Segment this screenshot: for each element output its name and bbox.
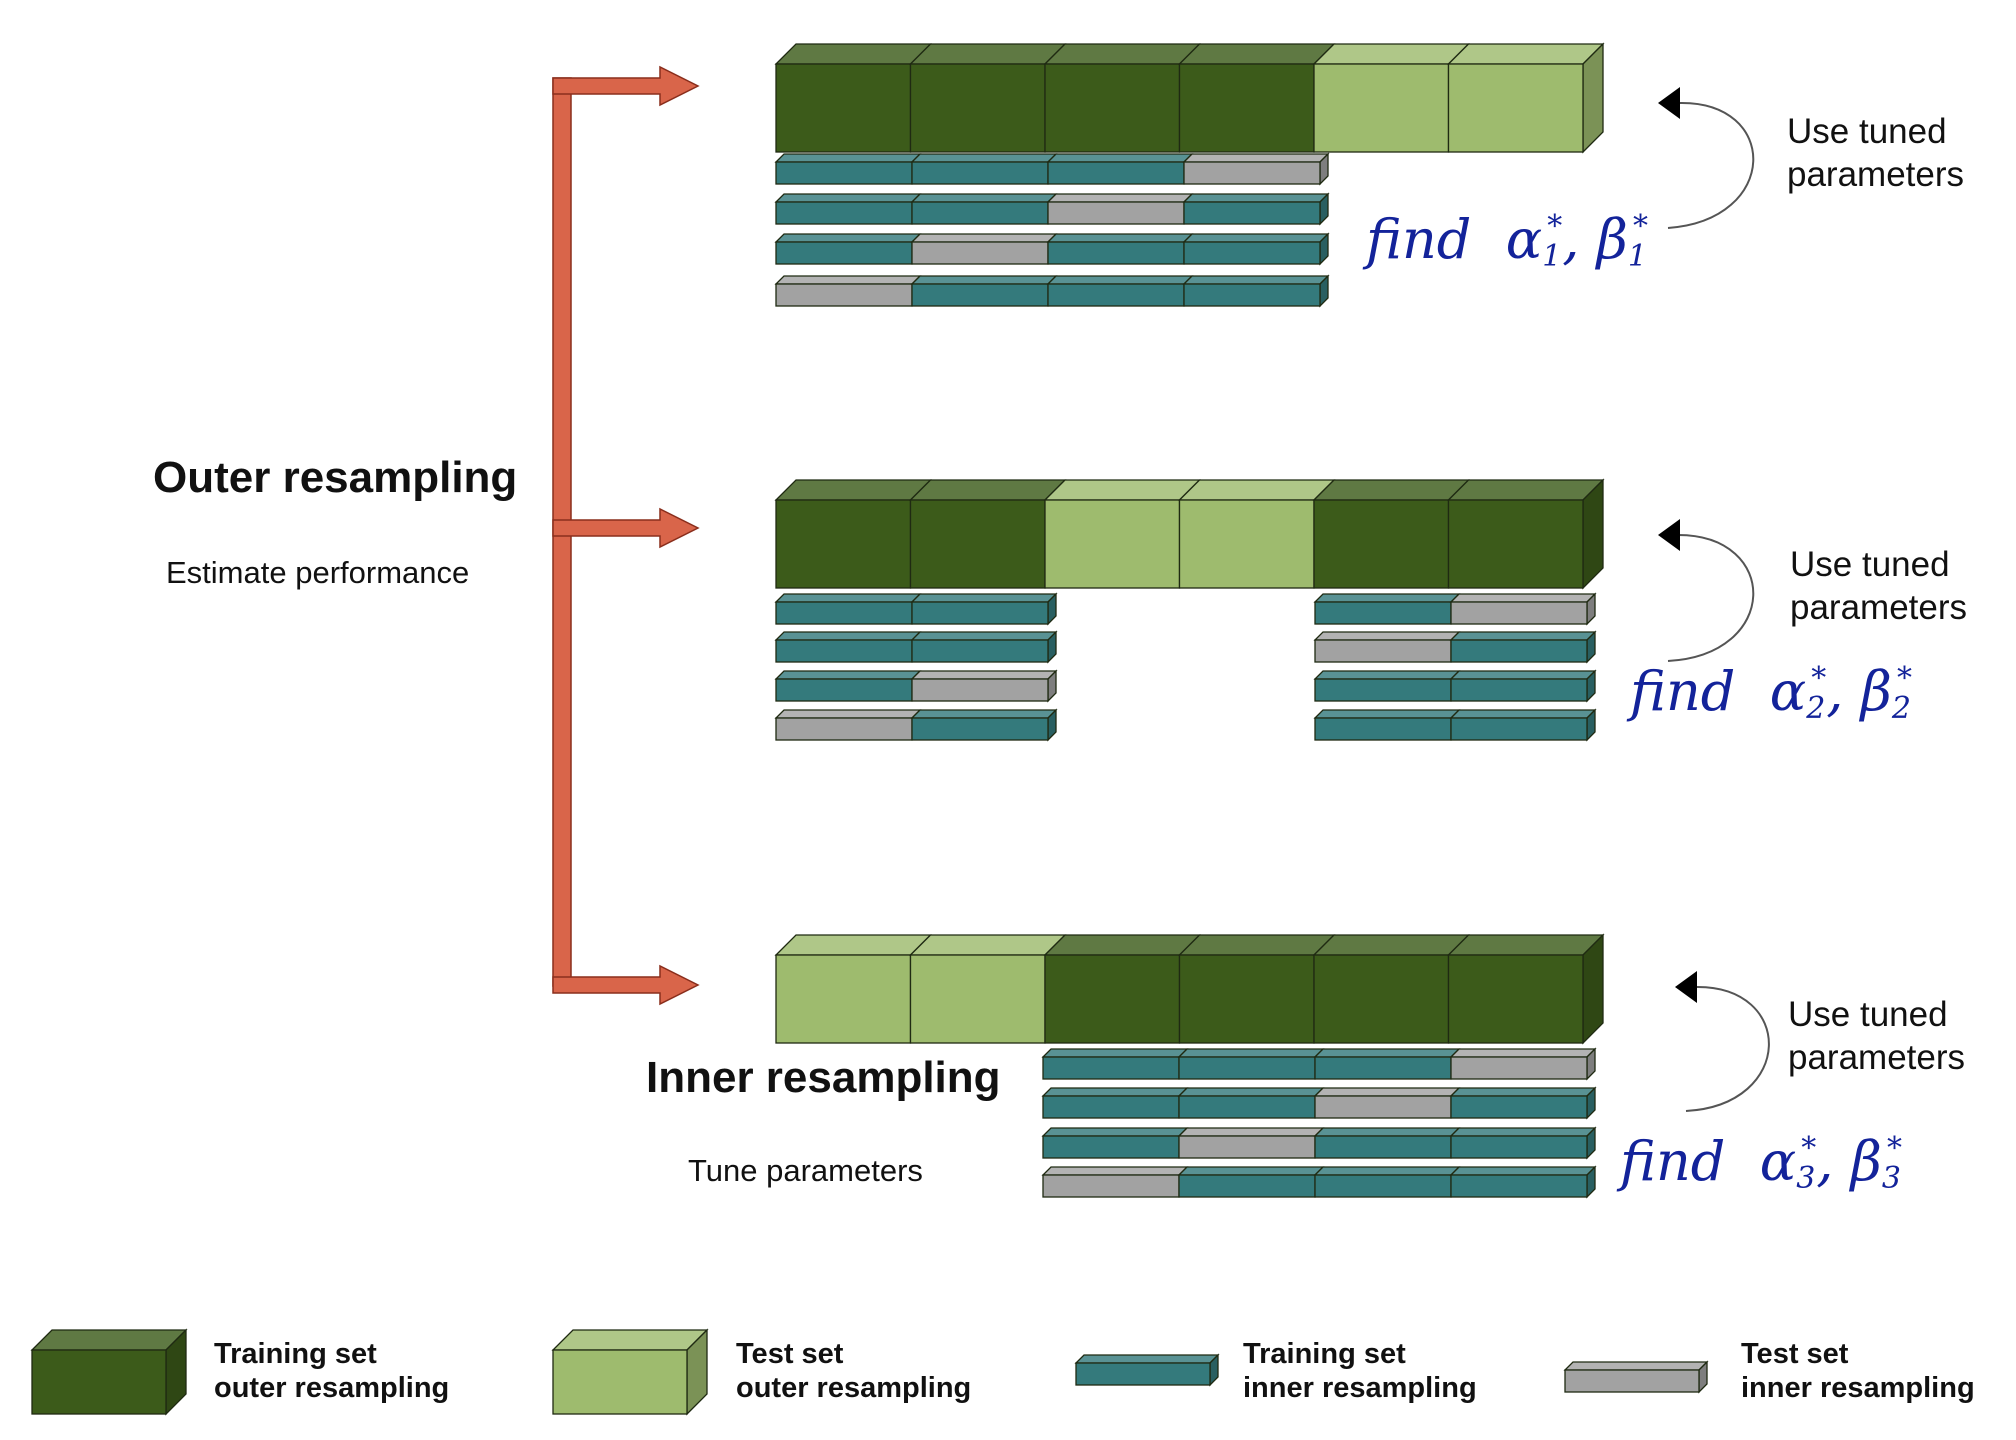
outer-resampling-subtitle: Estimate performance <box>166 555 470 590</box>
fold-3-inner-group-1-row-4-segment-2-train <box>1177 1166 1325 1198</box>
fold-1-inner-group-1-row-1-segment-3-train <box>1046 153 1194 185</box>
legend-label-train-inner: Training set inner resampling <box>1243 1338 1477 1404</box>
fold-2-inner-group-1-row-1-segment-1-train <box>774 593 922 625</box>
fold-1-inner-group-1-row-3-segment-2-test <box>910 233 1058 265</box>
fold-1-tuned-arrowhead <box>1658 87 1680 119</box>
outer-arrow-3 <box>552 964 700 1006</box>
fold-3-outer-segment-3-train <box>1043 934 1202 1044</box>
fold-3-outer-segment-2-test <box>908 934 1067 1044</box>
fold-2-handwritten-note: find α2*, β2* <box>1630 660 1912 726</box>
legend-swatch-train-inner <box>1074 1353 1220 1387</box>
fold-3-tuned-curve <box>1685 985 1770 1112</box>
fold-2-tuned-arrowhead <box>1658 519 1680 551</box>
fold-2-inner-group-2-row-3-segment-2-train <box>1449 669 1597 703</box>
fold-3-inner-group-1-row-1-segment-3-train <box>1313 1048 1461 1080</box>
fold-3-outer-segment-6-train <box>1446 933 1605 1045</box>
fold-1-inner-group-1-row-4-segment-3-train <box>1046 275 1194 307</box>
fold-2-inner-group-2-row-4-segment-1-train <box>1313 709 1461 741</box>
fold-1-inner-group-1-row-4-segment-4-train <box>1182 274 1330 308</box>
fold-3-inner-group-1-row-1-segment-4-test <box>1449 1047 1597 1081</box>
fold-1-inner-group-1-row-2-segment-3-test <box>1046 193 1194 225</box>
fold-2-outer-segment-5-train <box>1312 479 1471 589</box>
fold-1-use-tuned-label: Use tuned parameters <box>1787 112 1965 194</box>
outer-arrow-1 <box>552 65 700 107</box>
fold-2-inner-group-1-row-1-segment-2-train <box>910 592 1058 626</box>
fold-2-outer-segment-6-train <box>1446 478 1605 590</box>
fold-1-tuned-curve <box>1667 101 1755 229</box>
legend-swatch-train-outer <box>30 1328 188 1416</box>
fold-2-outer-segment-3-test <box>1043 479 1202 589</box>
fold-1-inner-group-1-row-4-segment-2-train <box>910 275 1058 307</box>
fold-3-inner-group-1-row-2-segment-3-test <box>1313 1087 1461 1119</box>
fold-1-outer-segment-1-train <box>774 43 933 153</box>
fold-1-inner-group-1-row-2-segment-4-train <box>1182 192 1330 226</box>
legend-label-test-inner: Test set inner resampling <box>1741 1338 1975 1404</box>
fold-2-outer-segment-2-train <box>908 479 1067 589</box>
fold-3-inner-group-1-row-4-segment-4-train <box>1449 1165 1597 1199</box>
fold-1-outer-segment-4-train <box>1177 43 1336 153</box>
fold-2-inner-group-1-row-2-segment-1-train <box>774 631 922 663</box>
fold-1-inner-group-1-row-3-segment-4-train <box>1182 232 1330 266</box>
fold-3-inner-group-1-row-4-segment-3-train <box>1313 1166 1461 1198</box>
fold-3-tuned-arrowhead <box>1675 971 1697 1003</box>
fold-3-inner-group-1-row-2-segment-2-train <box>1177 1087 1325 1119</box>
fold-3-use-tuned-label: Use tuned parameters <box>1788 995 1966 1077</box>
outer-arrow-2 <box>552 507 700 549</box>
fold-1-outer-segment-3-train <box>1043 43 1202 153</box>
fold-3-inner-group-1-row-1-segment-1-train <box>1041 1048 1189 1080</box>
fold-2-inner-group-2-row-2-segment-2-train <box>1449 630 1597 664</box>
fold-2-inner-group-2-row-2-segment-1-test <box>1313 631 1461 663</box>
fold-3-inner-group-1-row-1-segment-2-train <box>1177 1048 1325 1080</box>
fold-3-outer-segment-1-test <box>774 934 933 1044</box>
fold-3-inner-group-1-row-4-segment-1-test <box>1041 1166 1189 1198</box>
fold-1-inner-group-1-row-3-segment-3-train <box>1046 233 1194 265</box>
fold-3-inner-group-1-row-3-segment-1-train <box>1041 1127 1189 1159</box>
fold-1-inner-group-1-row-1-segment-1-train <box>774 153 922 185</box>
legend-label-train-outer: Training set outer resampling <box>214 1338 450 1404</box>
fold-2-inner-group-2-row-1-segment-2-test <box>1449 592 1597 626</box>
fold-3-handwritten-note: find α3*, β3* <box>1620 1130 1902 1196</box>
fold-1-inner-group-1-row-3-segment-1-train <box>774 233 922 265</box>
fold-2-inner-group-2-row-1-segment-1-train <box>1313 593 1461 625</box>
fold-2-inner-group-2-row-4-segment-2-train <box>1449 708 1597 742</box>
fold-2-inner-group-1-row-4-segment-1-test <box>774 709 922 741</box>
fold-2-tuned-curve <box>1667 534 1755 662</box>
fold-3-inner-group-1-row-2-segment-1-train <box>1041 1087 1189 1119</box>
fold-2-inner-group-1-row-3-segment-1-train <box>774 670 922 702</box>
fold-3-inner-group-1-row-3-segment-2-test <box>1177 1127 1325 1159</box>
inner-resampling-subtitle: Tune parameters <box>688 1153 923 1188</box>
fold-2-inner-group-2-row-3-segment-1-train <box>1313 670 1461 702</box>
fold-2-inner-group-1-row-2-segment-2-train <box>910 630 1058 664</box>
fold-2-inner-group-1-row-4-segment-2-train <box>910 708 1058 742</box>
fold-1-outer-segment-6-test <box>1446 42 1605 154</box>
fold-1-inner-group-1-row-1-segment-4-test <box>1182 152 1330 186</box>
fold-1-handwritten-note: find α1*, β1* <box>1366 208 1648 274</box>
fold-3-inner-group-1-row-3-segment-3-train <box>1313 1127 1461 1159</box>
legend-swatch-test-outer <box>551 1328 709 1416</box>
fold-1-inner-group-1-row-2-segment-2-train <box>910 193 1058 225</box>
fold-1-outer-segment-2-train <box>908 43 1067 153</box>
fold-1-inner-group-1-row-4-segment-1-test <box>774 275 922 307</box>
inner-resampling-title: Inner resampling <box>646 1053 1001 1102</box>
fold-3-outer-segment-4-train <box>1177 934 1336 1044</box>
legend-label-test-outer: Test set outer resampling <box>736 1338 972 1404</box>
fold-2-use-tuned-label: Use tuned parameters <box>1790 545 1968 627</box>
fold-3-inner-group-1-row-2-segment-4-train <box>1449 1086 1597 1120</box>
fold-3-inner-group-1-row-3-segment-4-train <box>1449 1126 1597 1160</box>
fold-1-inner-group-1-row-2-segment-1-train <box>774 193 922 225</box>
fold-1-outer-segment-5-test <box>1312 43 1471 153</box>
fold-2-outer-segment-1-train <box>774 479 933 589</box>
fold-2-outer-segment-4-test <box>1177 479 1336 589</box>
fold-1-inner-group-1-row-1-segment-2-train <box>910 153 1058 185</box>
legend-swatch-test-inner <box>1563 1360 1709 1394</box>
fold-3-outer-segment-5-train <box>1312 934 1471 1044</box>
fold-2-inner-group-1-row-3-segment-2-test <box>910 669 1058 703</box>
outer-resampling-title: Outer resampling <box>153 453 518 502</box>
